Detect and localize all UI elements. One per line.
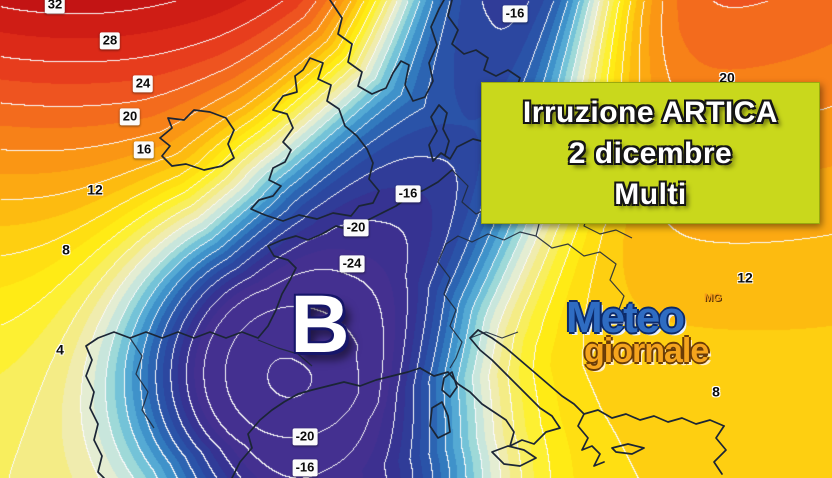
coastline-corsica	[441, 371, 458, 398]
coastline-north-aegean	[583, 409, 725, 427]
contour-label: -20	[343, 219, 369, 237]
annotation-line-1: Irruzione ARTICA	[522, 95, 779, 129]
coastline-balkans	[477, 329, 605, 467]
coastline-sicily	[491, 445, 537, 467]
coastline-turkey	[713, 425, 727, 475]
contour-label: 4	[56, 341, 64, 358]
border-alps	[469, 331, 519, 339]
border-france-east	[437, 243, 463, 369]
coastline-italy	[419, 329, 561, 447]
coastline-crete	[611, 443, 645, 455]
contour-label: 12	[87, 181, 103, 198]
logo-meteo-text: Meteo	[566, 293, 685, 342]
logo-mg-badge: MG	[704, 292, 722, 304]
annotation-line-3: Multi	[614, 177, 687, 211]
border-portugal	[129, 337, 155, 429]
annotation-title-box: Irruzione ARTICA 2 dicembre Multi	[481, 82, 820, 224]
coastline-great-britain	[250, 57, 380, 222]
contour-label: 12	[737, 269, 753, 286]
coastline-ireland	[159, 109, 235, 171]
contour-label: -16	[292, 459, 318, 477]
logo-giornale-text: giornale	[584, 332, 709, 370]
border-danube	[535, 235, 625, 323]
coastline-denmark	[428, 104, 450, 162]
contour-label: 16	[133, 141, 155, 159]
coastline-scandinavia	[329, 0, 445, 102]
contour-label: 20	[119, 108, 141, 126]
contour-label: -16	[395, 185, 421, 203]
contour-label: -24	[339, 255, 365, 273]
contour-label: 8	[712, 383, 720, 400]
contour-label: -16	[502, 5, 528, 23]
border-pyrenees	[257, 339, 313, 367]
contour-label: 8	[62, 241, 70, 258]
contour-label: 20	[719, 69, 735, 86]
coastline-sardinia	[429, 401, 451, 439]
annotation-line-2: 2 dicembre	[568, 136, 733, 170]
brand-logo: MG Meteo giornale	[558, 292, 768, 380]
contour-label: 32	[44, 0, 66, 14]
contour-label: 24	[132, 75, 154, 93]
contour-label: -20	[292, 428, 318, 446]
contour-label: 28	[99, 32, 121, 50]
coastline-mediterranean	[231, 367, 421, 478]
low-pressure-symbol: B	[290, 279, 350, 371]
